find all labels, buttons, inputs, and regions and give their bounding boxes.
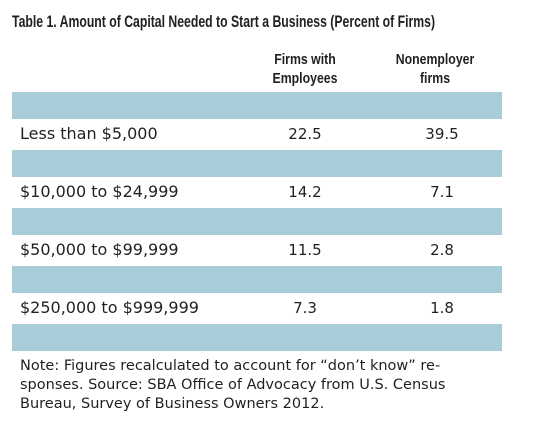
stripe <box>12 92 502 119</box>
note-line: Note: Figures recalculated to account fo… <box>20 358 441 374</box>
header-line: firms <box>419 70 451 87</box>
header-line: Employees <box>272 70 338 87</box>
cell: 2.8 <box>430 241 454 259</box>
stripe <box>12 150 502 177</box>
cell: 14.2 <box>288 183 322 201</box>
note-line: sponses. Source: SBA Office of Advocacy … <box>20 377 446 393</box>
header-line: Firms with <box>274 51 336 68</box>
note: Note: Figures recalculated to account fo… <box>20 357 445 414</box>
cell: 22.5 <box>288 125 322 143</box>
table-title: Table 1. Amount of Capital Needed to Sta… <box>12 12 436 31</box>
row-label: $10,000 to $24,999 <box>20 182 179 201</box>
cell: 1.8 <box>430 299 454 317</box>
stripe <box>12 208 502 235</box>
note-line: Bureau, Survey of Business Owners 2012. <box>20 396 325 412</box>
stripe <box>12 266 502 293</box>
row-label: Less than $5,000 <box>20 124 158 143</box>
cell: 7.3 <box>293 299 317 317</box>
row-label: $250,000 to $999,999 <box>20 298 199 317</box>
header-line: Nonemployer <box>395 51 475 68</box>
stripe <box>12 324 502 351</box>
cell: 39.5 <box>425 125 459 143</box>
row-label: $50,000 to $99,999 <box>20 240 179 259</box>
cell: 11.5 <box>288 241 322 259</box>
column-header: Nonemployer firms <box>386 50 484 88</box>
cell: 7.1 <box>430 183 454 201</box>
column-header: Firms with Employees <box>256 50 354 88</box>
